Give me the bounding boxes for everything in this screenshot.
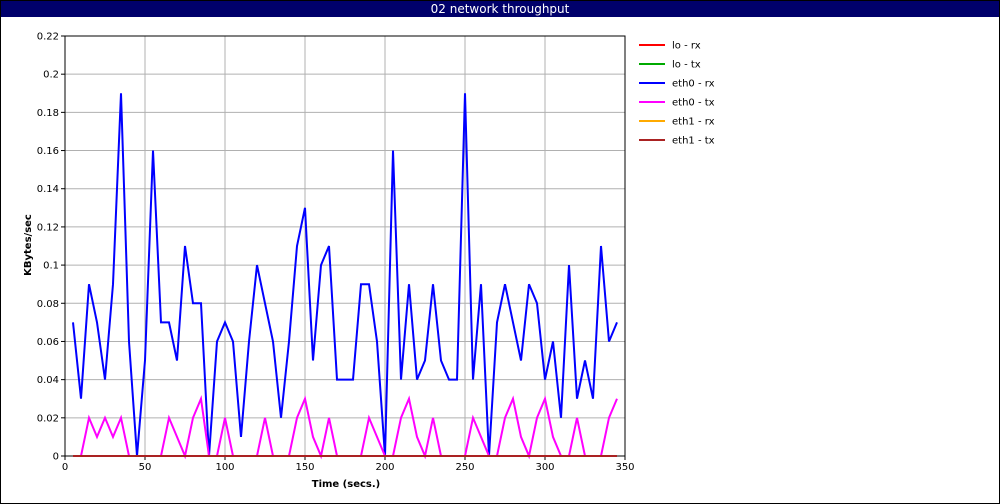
axes: 0 50 100 150 200 250 300 350 0 0.02 0.04 0.06 0.08 0.… xyxy=(37,32,635,474)
y-tick-label: 0.18 xyxy=(37,108,59,119)
y-tick-label: 0.2 xyxy=(43,70,59,81)
x-tick-label: 200 xyxy=(375,462,394,473)
y-tick-label: 0.16 xyxy=(37,146,59,157)
y-tick-label: 0 xyxy=(53,452,59,463)
y-axis-title: KBytes/sec xyxy=(23,214,34,276)
y-tick-label: 0.06 xyxy=(37,337,59,348)
series-line-eth0-rx xyxy=(72,93,618,457)
y-tick-label: 0.12 xyxy=(37,222,59,233)
legend-label: eth1 - rx xyxy=(672,117,715,128)
x-tick-label: 300 xyxy=(535,462,554,473)
x-tick-label: 250 xyxy=(455,462,474,473)
y-tick-label: 0.02 xyxy=(37,413,59,424)
x-tick-label: 350 xyxy=(615,462,634,473)
y-tick-label: 0.04 xyxy=(37,375,59,386)
x-axis-title: Time (secs.) xyxy=(312,479,381,490)
y-tick-label: 0.14 xyxy=(37,184,59,195)
x-tick-label: 0 xyxy=(62,462,68,473)
chart-title: 02 network throughput xyxy=(1,1,999,17)
legend-label: eth0 - rx xyxy=(672,79,715,90)
legend: lo - rx lo - tx eth0 - rx eth0 - tx eth1 - r… xyxy=(639,41,715,147)
legend-label: eth0 - tx xyxy=(672,98,715,109)
legend-label: lo - rx xyxy=(672,41,701,52)
legend-label: eth1 - tx xyxy=(672,136,715,147)
y-tick-label: 0.1 xyxy=(43,261,59,272)
legend-label: lo - tx xyxy=(672,60,701,71)
x-tick-label: 100 xyxy=(215,462,234,473)
y-tick-label: 0.08 xyxy=(37,299,59,310)
y-tick-label: 0.22 xyxy=(37,32,59,43)
x-tick-label: 150 xyxy=(295,462,314,473)
series xyxy=(72,93,618,460)
x-tick-label: 50 xyxy=(139,462,152,473)
